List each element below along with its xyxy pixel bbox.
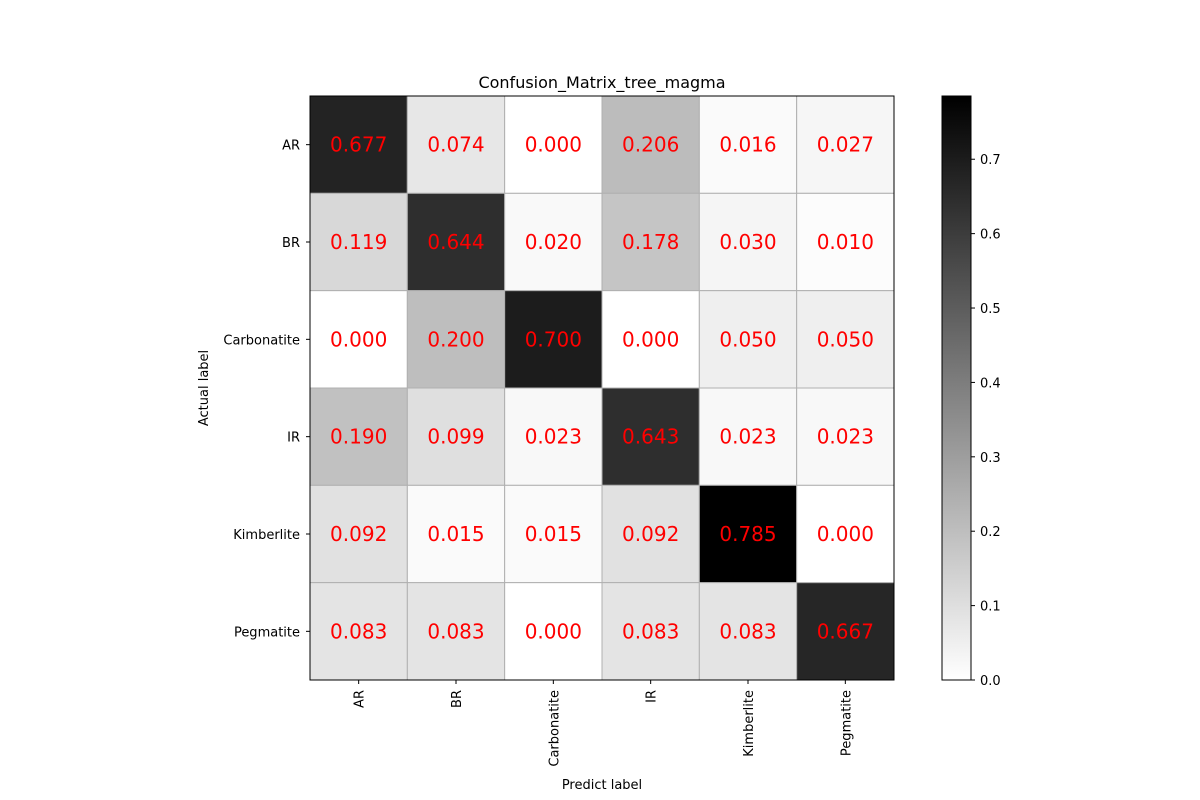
heatmap-cell xyxy=(601,387,700,486)
cell-value-label: 0.000 xyxy=(622,327,679,351)
colorbar-tick-label: 0.6 xyxy=(980,228,1001,243)
y-axis-label: Actual label xyxy=(197,350,212,426)
heatmap-cell xyxy=(698,484,798,584)
cell-value-label: 0.050 xyxy=(719,327,776,351)
cell-value-label: 0.000 xyxy=(525,619,582,643)
cell-value-label: 0.190 xyxy=(330,425,387,449)
colorbar: 0.0 0.1 0.2 0.3 0.4 0.5 0.6 0.7 xyxy=(941,95,1001,689)
cell-value-label: 0.200 xyxy=(427,327,484,351)
colorbar-tick-label: 0.7 xyxy=(980,153,1001,168)
cell-value-label: 0.092 xyxy=(622,522,679,546)
cell-value-label: 0.030 xyxy=(719,230,776,254)
y-tick-label: BR xyxy=(282,236,300,251)
cell-value-label: 0.644 xyxy=(427,230,484,254)
cell-value-label: 0.083 xyxy=(427,619,484,643)
heatmap-cells xyxy=(309,95,895,681)
plot-frame xyxy=(309,95,895,681)
cell-value-label: 0.206 xyxy=(622,133,679,157)
heatmap-cell xyxy=(309,387,408,486)
heatmap-cell xyxy=(309,484,408,584)
cell-value-label: 0.643 xyxy=(622,425,679,449)
heatmap-cell xyxy=(309,290,408,389)
heatmap-cell xyxy=(698,95,798,194)
x-tick-label: Carbonatite xyxy=(547,690,562,767)
cell-value-label: 0.083 xyxy=(622,619,679,643)
x-tick-label: Kimberlite xyxy=(742,690,757,757)
heatmap-cell xyxy=(406,290,506,389)
heatmap-cell xyxy=(601,95,700,194)
heatmap-cell xyxy=(601,192,700,292)
cell-value-label: 0.000 xyxy=(525,133,582,157)
x-tick-label: BR xyxy=(450,690,465,708)
cell-value-label: 0.083 xyxy=(719,619,776,643)
colorbar-tick-label: 0.2 xyxy=(980,525,1001,540)
cell-value-label: 0.023 xyxy=(719,425,776,449)
colorbar-tick-label: 0.3 xyxy=(980,451,1001,466)
heatmap-cell xyxy=(698,387,798,486)
x-axis-ticks: AR BR Carbonatite IR Kimberlite Pegmatite xyxy=(353,680,854,767)
x-tick-label: IR xyxy=(645,690,660,703)
heatmap-cell xyxy=(698,582,798,681)
heatmap-cell xyxy=(601,484,700,584)
cell-value-label: 0.015 xyxy=(525,522,582,546)
cell-value-label: 0.092 xyxy=(330,522,387,546)
colorbar-tick-label: 0.4 xyxy=(980,376,1001,391)
colorbar-tick-label: 0.1 xyxy=(980,600,1001,615)
heatmap-cell xyxy=(796,290,895,389)
cell-value-label: 0.027 xyxy=(817,133,874,157)
cell-value-label: 0.010 xyxy=(817,230,874,254)
cell-value-label: 0.785 xyxy=(719,522,776,546)
cell-value-label: 0.119 xyxy=(330,230,387,254)
colorbar-tick-label: 0.5 xyxy=(980,302,1001,317)
heatmap-cell xyxy=(309,95,408,194)
heatmap-cell xyxy=(504,387,603,486)
cell-value-label: 0.023 xyxy=(817,425,874,449)
cell-value-label: 0.700 xyxy=(525,327,582,351)
cell-value-label: 0.083 xyxy=(330,619,387,643)
heatmap-cell xyxy=(601,290,700,389)
heatmap-cell xyxy=(406,192,506,292)
cell-value-label: 0.677 xyxy=(330,133,387,157)
heatmap-cell xyxy=(504,484,603,584)
cell-value-label: 0.000 xyxy=(330,327,387,351)
cell-value-label: 0.000 xyxy=(817,522,874,546)
chart-title: Confusion_Matrix_tree_magma xyxy=(478,73,725,93)
cell-value-label: 0.099 xyxy=(427,425,484,449)
cell-value-label: 0.178 xyxy=(622,230,679,254)
heatmap-cell xyxy=(406,387,506,486)
y-axis-ticks: AR BR Carbonatite IR Kimberlite Pegmatite xyxy=(223,139,310,640)
heatmap-cell xyxy=(796,95,895,194)
heatmap-cell xyxy=(406,95,506,194)
cell-value-label: 0.016 xyxy=(719,133,776,157)
cell-value-label: 0.023 xyxy=(525,425,582,449)
cell-value-label: 0.015 xyxy=(427,522,484,546)
x-tick-label: Pegmatite xyxy=(839,690,854,756)
x-tick-label: AR xyxy=(353,690,368,708)
heatmap-cell xyxy=(504,290,603,389)
colorbar-gradient xyxy=(942,96,971,680)
y-tick-label: Kimberlite xyxy=(233,528,300,543)
x-axis-label: Predict label xyxy=(562,778,642,793)
heatmap-cell xyxy=(698,290,798,389)
y-tick-label: AR xyxy=(282,139,300,154)
heatmap-cell xyxy=(796,582,895,681)
cell-value-label: 0.667 xyxy=(817,619,874,643)
heatmap-cell xyxy=(309,582,408,681)
heatmap-cell xyxy=(796,192,895,292)
colorbar-tick-label: 0.0 xyxy=(980,674,1001,689)
cell-value-label: 0.074 xyxy=(427,133,484,157)
y-tick-label: Carbonatite xyxy=(223,333,300,348)
colorbar-frame xyxy=(941,95,972,681)
y-tick-label: IR xyxy=(287,431,300,446)
cell-value-label: 0.020 xyxy=(525,230,582,254)
y-tick-label: Pegmatite xyxy=(234,625,300,640)
colorbar-ticks: 0.0 0.1 0.2 0.3 0.4 0.5 0.6 0.7 xyxy=(971,153,1001,689)
heatmap-cell-labels: 0.677 0.074 0.000 0.206 0.016 0.027 0.119 0.644… xyxy=(330,133,874,644)
cell-value-label: 0.050 xyxy=(817,327,874,351)
